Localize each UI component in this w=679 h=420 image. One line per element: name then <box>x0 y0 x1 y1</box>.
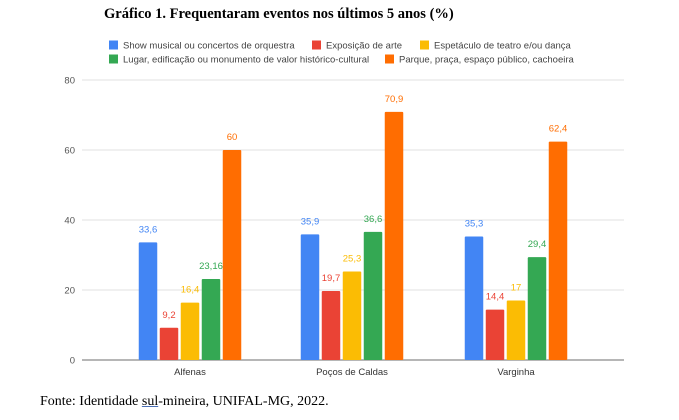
legend-label: Exposição de arte <box>326 41 402 52</box>
data-label: 29,4 <box>528 239 547 250</box>
bar <box>506 300 526 360</box>
data-label: 70,9 <box>385 94 404 105</box>
x-category-label: Alfenas <box>174 367 206 378</box>
source-prefix: Fonte: Identidade <box>40 394 142 409</box>
data-label: 35,3 <box>465 218 484 229</box>
legend-swatch <box>420 40 429 50</box>
legend-label: Espetáculo de teatro e/ou dança <box>434 41 572 52</box>
bar <box>138 242 158 360</box>
data-label: 35,9 <box>301 216 320 227</box>
bar <box>363 231 383 360</box>
data-labels: 33,6 9,2 16,4 23,16 60 35,9 19,725,3 36,6 70,9 35… <box>139 94 568 321</box>
legend-swatch <box>109 40 118 50</box>
y-tick-label: 80 <box>64 76 75 87</box>
bar <box>201 278 221 360</box>
x-axis-categories: Alfenas Poços de Caldas Varginha <box>174 367 535 378</box>
y-tick-label: 20 <box>64 286 75 297</box>
data-label: 19,7 <box>322 273 341 284</box>
data-label: 14,4 <box>486 292 505 303</box>
source-underlined-word: sul <box>141 394 159 409</box>
chart-title: Gráfico 1. Frequentaram eventos nos últi… <box>104 6 454 22</box>
data-label: 9,2 <box>162 310 175 321</box>
legend-label: Lugar, edificação ou monumento de valor … <box>123 55 369 66</box>
bar <box>342 271 362 360</box>
data-label: 23,16 <box>199 261 223 272</box>
data-label: 33,6 <box>139 224 158 235</box>
source-suffix: -mineira, UNIFAL-MG, 2022. <box>158 394 329 409</box>
legend: Show musical ou concertos de orquestra Ex… <box>109 40 575 66</box>
bar <box>384 111 404 360</box>
data-label: 36,6 <box>364 214 383 225</box>
legend-label: Show musical ou concertos de orquestra <box>123 41 295 52</box>
data-label: 25,3 <box>343 253 362 264</box>
y-tick-label: 40 <box>64 216 75 227</box>
data-label: 16,4 <box>181 285 200 296</box>
bar <box>464 236 484 360</box>
bars <box>138 111 568 360</box>
y-tick-label: 60 <box>64 146 75 157</box>
data-label: 17 <box>511 283 522 294</box>
data-label: 60 <box>227 132 238 143</box>
legend-label: Parque, praça, espaço público, cachoeira <box>399 55 575 66</box>
bar <box>222 150 242 360</box>
bar <box>159 327 179 360</box>
y-axis-ticks: 0 20 40 60 80 <box>64 76 75 367</box>
x-category-label: Poços de Caldas <box>316 367 388 378</box>
bar <box>485 309 505 360</box>
y-tick-label: 0 <box>70 356 75 367</box>
data-label: 62,4 <box>549 124 568 135</box>
legend-swatch <box>385 54 394 64</box>
bar <box>180 302 200 360</box>
legend-swatch <box>109 54 118 64</box>
source-note: Fonte: Identidade sul-mineira, UNIFAL-MG… <box>40 394 329 410</box>
bar <box>548 141 568 360</box>
x-category-label: Varginha <box>497 367 535 378</box>
bar <box>321 291 341 360</box>
bar <box>527 257 547 360</box>
legend-swatch <box>312 40 321 50</box>
bar <box>300 234 320 360</box>
